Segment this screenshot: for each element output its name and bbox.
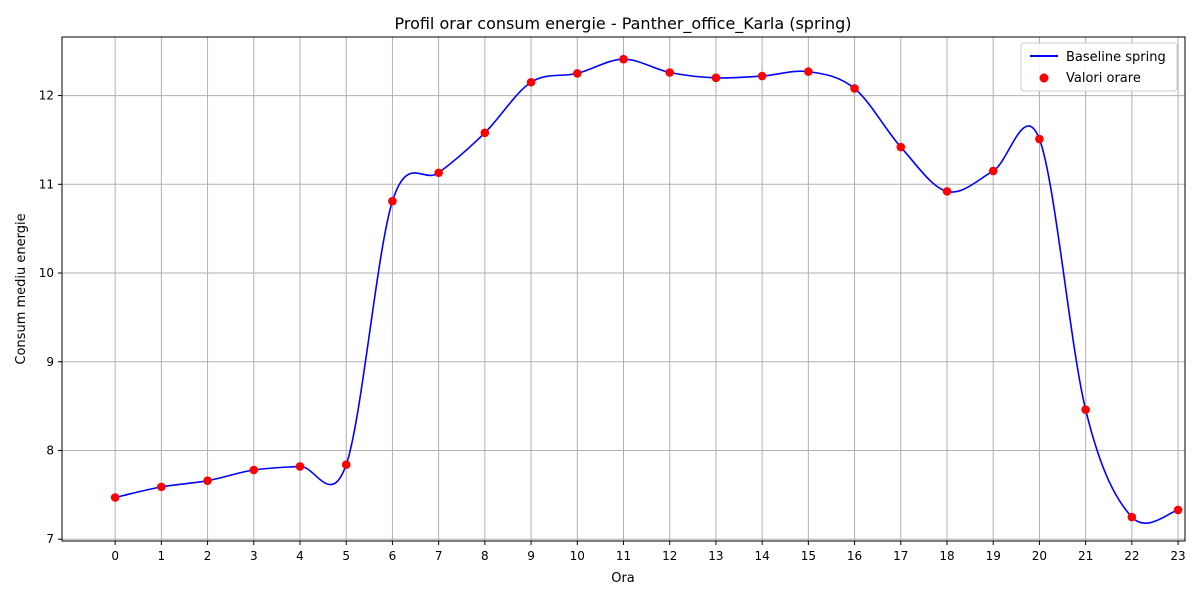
grid (62, 37, 1185, 541)
y-tick-label: 11 (39, 177, 54, 191)
x-tick-label: 20 (1032, 549, 1047, 563)
data-point (757, 71, 767, 81)
line-layer (114, 58, 1179, 524)
points-layer (110, 54, 1183, 522)
x-tick-label: 21 (1078, 549, 1093, 563)
data-point (1127, 512, 1137, 522)
x-tick-label: 9 (527, 549, 535, 563)
data-point (157, 482, 166, 492)
data-point (665, 68, 675, 77)
x-tick-label: 3 (250, 549, 258, 563)
data-point (988, 166, 998, 176)
x-tick-label: 19 (986, 549, 1001, 563)
y-tick-label: 7 (46, 532, 54, 546)
series-line-baseline (114, 58, 1179, 524)
data-point (249, 465, 259, 475)
y-tick-label: 12 (39, 89, 54, 103)
data-point (896, 142, 906, 152)
data-point (850, 84, 859, 93)
legend-swatch-valori (1039, 73, 1049, 83)
y-axis: 7 8 9 10 11 12 (39, 89, 62, 546)
data-point (434, 168, 443, 178)
legend-label-valori: Valori orare (1066, 71, 1141, 86)
data-point (295, 462, 305, 471)
data-point (619, 54, 628, 64)
x-tick-label: 23 (1170, 549, 1185, 563)
x-tick-label: 10 (570, 549, 585, 563)
chart-title: Profil orar consum energie - Panther_off… (394, 14, 851, 34)
data-point (480, 128, 490, 138)
x-tick-label: 0 (111, 549, 119, 563)
x-tick-label: 16 (847, 549, 862, 563)
x-tick-label: 7 (435, 549, 443, 563)
data-point (110, 493, 120, 502)
x-tick-label: 11 (616, 549, 631, 563)
x-tick-label: 17 (893, 549, 908, 563)
x-tick-label: 1 (158, 549, 166, 563)
data-point (572, 69, 582, 78)
x-axis-title: Ora (611, 571, 635, 586)
y-tick-label: 8 (46, 443, 54, 457)
y-tick-label: 10 (39, 266, 54, 280)
x-tick-label: 15 (801, 549, 816, 563)
data-point (526, 77, 536, 87)
legend-label-baseline: Baseline spring (1066, 50, 1166, 65)
x-tick-label: 13 (708, 549, 723, 563)
x-tick-label: 2 (204, 549, 212, 563)
data-point (1035, 134, 1044, 144)
x-tick-label: 18 (939, 549, 954, 563)
legend: Baseline spring Valori orare (1020, 42, 1178, 92)
data-point (942, 187, 952, 196)
data-point (1081, 405, 1090, 414)
legend-box (1020, 42, 1178, 92)
x-tick-label: 12 (662, 549, 677, 563)
data-point (341, 460, 351, 469)
x-tick-label: 6 (389, 549, 397, 563)
data-point (1173, 505, 1183, 515)
x-tick-label: 5 (342, 549, 350, 563)
x-tick-label: 14 (755, 549, 770, 563)
data-point (203, 476, 212, 485)
x-tick-label: 8 (481, 549, 489, 563)
y-tick-label: 9 (46, 355, 54, 369)
x-tick-label: 22 (1124, 549, 1139, 563)
data-point (711, 73, 721, 83)
y-axis-title: Consum mediu energie (14, 213, 29, 364)
data-point (388, 196, 397, 206)
x-axis: 0 1 2 3 4 5 6 7 8 9 10 11 12 13 14 15 16 17 18 19 20 21 22 23 (111, 541, 1186, 563)
x-tick-label: 4 (296, 549, 304, 563)
data-point (804, 67, 813, 76)
